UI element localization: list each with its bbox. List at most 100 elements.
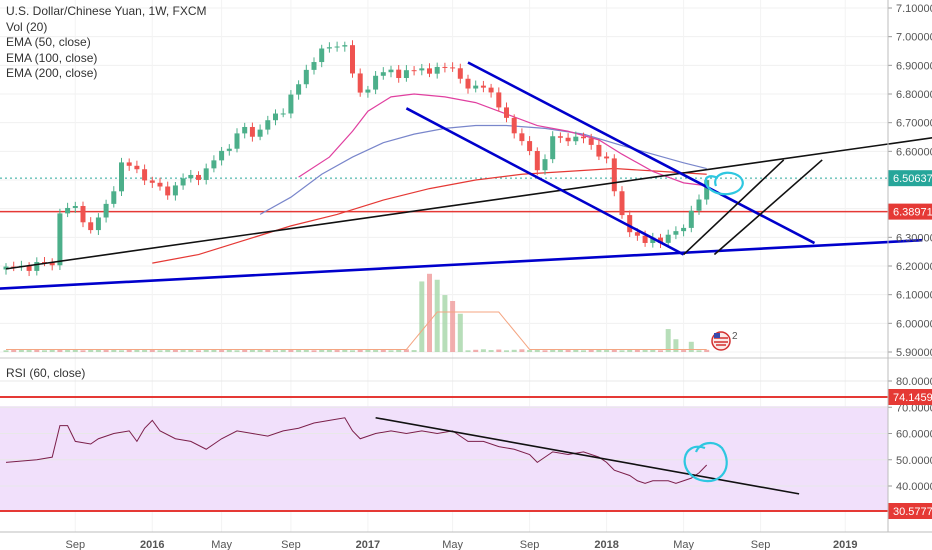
candle-body bbox=[273, 113, 278, 121]
candle-body bbox=[196, 174, 201, 180]
candle-body bbox=[65, 207, 71, 214]
candle-body bbox=[180, 178, 186, 186]
trendline bbox=[405, 107, 685, 256]
rsi-level-label: 74.1459 bbox=[893, 392, 932, 404]
candle-body bbox=[658, 237, 663, 243]
candle-body bbox=[565, 137, 571, 142]
candle-body bbox=[396, 69, 402, 79]
trendline bbox=[467, 61, 816, 245]
price-tick-label: 5.90000 bbox=[896, 347, 932, 359]
rsi-pane: 80.0000 70.0000 60.0000 50.0000 40.0000 74.14… bbox=[0, 376, 932, 519]
candle-body bbox=[419, 68, 425, 71]
volume-bar bbox=[3, 350, 9, 352]
volume-bar bbox=[419, 281, 425, 352]
ema-50-line bbox=[298, 93, 707, 187]
candle-body bbox=[681, 227, 687, 232]
time-tick-label: Sep bbox=[520, 539, 540, 550]
volume-bar bbox=[504, 350, 509, 352]
candle-body bbox=[234, 133, 240, 149]
candle-body bbox=[188, 174, 194, 179]
volume-bar bbox=[342, 349, 348, 352]
candle-body bbox=[665, 234, 671, 243]
volume-bar bbox=[273, 350, 278, 352]
volume-bar bbox=[611, 349, 617, 352]
volume-bar bbox=[280, 349, 286, 352]
volume-bar bbox=[604, 350, 610, 352]
time-tick-label: Sep bbox=[281, 539, 301, 550]
volume-bar bbox=[534, 349, 540, 352]
candle-body bbox=[111, 191, 117, 204]
volume-bar bbox=[49, 349, 55, 352]
time-tick-label: 2017 bbox=[356, 539, 380, 550]
volume-bar bbox=[704, 349, 710, 352]
indicator-ema-100[interactable]: EMA (100, close) bbox=[6, 50, 98, 65]
time-tick-label: May bbox=[673, 539, 694, 550]
candle-body bbox=[57, 213, 63, 266]
candle-body bbox=[42, 262, 47, 264]
volume-bar bbox=[388, 350, 394, 352]
volume-bar bbox=[673, 339, 679, 352]
candle-body bbox=[172, 185, 178, 196]
candle-body bbox=[465, 78, 471, 89]
volume-bar bbox=[180, 350, 186, 352]
rsi-tick-label: 70.0000 bbox=[896, 402, 932, 414]
volume-bar bbox=[334, 350, 340, 352]
rsi-grid bbox=[0, 380, 888, 487]
volume-bar bbox=[119, 350, 124, 352]
volume-bar bbox=[95, 349, 101, 352]
volume-bar bbox=[11, 349, 17, 352]
candle-body bbox=[88, 222, 94, 231]
volume-bar bbox=[634, 349, 640, 352]
price-tick-label: 7.00000 bbox=[896, 32, 932, 44]
candle-body bbox=[588, 138, 594, 145]
time-tick-label: 2019 bbox=[833, 539, 857, 550]
candle-body bbox=[642, 235, 648, 243]
rsi-title[interactable]: RSI (60, close) bbox=[6, 366, 86, 380]
chart-title[interactable]: U.S. Dollar/Chinese Yuan, 1W, FXCM bbox=[6, 4, 207, 18]
time-axis[interactable]: Sep 2016 May Sep 2017 May Sep 2018 May Sep 2019 bbox=[66, 539, 858, 550]
candle-body bbox=[573, 136, 579, 142]
volume-bar bbox=[265, 349, 271, 352]
volume-bar bbox=[450, 301, 456, 352]
candle-body bbox=[581, 136, 586, 139]
candle-body bbox=[457, 68, 463, 79]
rsi-level-label-bg bbox=[888, 389, 932, 405]
volume-bar bbox=[157, 350, 163, 352]
candle-body bbox=[265, 120, 271, 130]
indicator-volume[interactable]: Vol (20) bbox=[6, 19, 48, 34]
time-tick-label: May bbox=[211, 539, 232, 550]
volume-bar bbox=[249, 349, 255, 352]
candle-body bbox=[95, 217, 101, 231]
volume-bar bbox=[350, 350, 355, 352]
candle-body bbox=[134, 165, 140, 170]
candle-body bbox=[26, 265, 32, 271]
volume-bar bbox=[211, 349, 217, 352]
volume-bar bbox=[442, 295, 448, 352]
trendline bbox=[5, 136, 932, 270]
volume-bar bbox=[34, 349, 40, 352]
volume-bar bbox=[596, 349, 602, 352]
indicator-ema-200[interactable]: EMA (200, close) bbox=[6, 66, 98, 80]
volume-bar bbox=[80, 350, 86, 352]
volume-bar bbox=[72, 349, 78, 352]
candle-body bbox=[380, 72, 386, 76]
volume-bar bbox=[365, 349, 371, 352]
volume-bar bbox=[88, 349, 94, 352]
candle-body bbox=[519, 133, 525, 142]
trendline bbox=[713, 159, 823, 256]
flag-icon[interactable]: 2 bbox=[711, 331, 738, 351]
rsi-band-fill bbox=[0, 406, 888, 510]
candle-body bbox=[3, 266, 9, 270]
candle-body bbox=[411, 70, 417, 72]
volume-bar bbox=[519, 349, 525, 352]
candle-body bbox=[249, 126, 255, 137]
rsi-level-label: 30.5777 bbox=[893, 506, 932, 518]
volume-bar bbox=[396, 349, 402, 352]
candle-body bbox=[480, 85, 486, 88]
price-tick-label: 6.60000 bbox=[896, 146, 932, 158]
candle-body bbox=[80, 206, 86, 223]
volume-bar bbox=[303, 349, 309, 352]
volume-bar bbox=[373, 350, 379, 352]
indicator-ema-50[interactable]: EMA (50, close) bbox=[6, 35, 91, 49]
